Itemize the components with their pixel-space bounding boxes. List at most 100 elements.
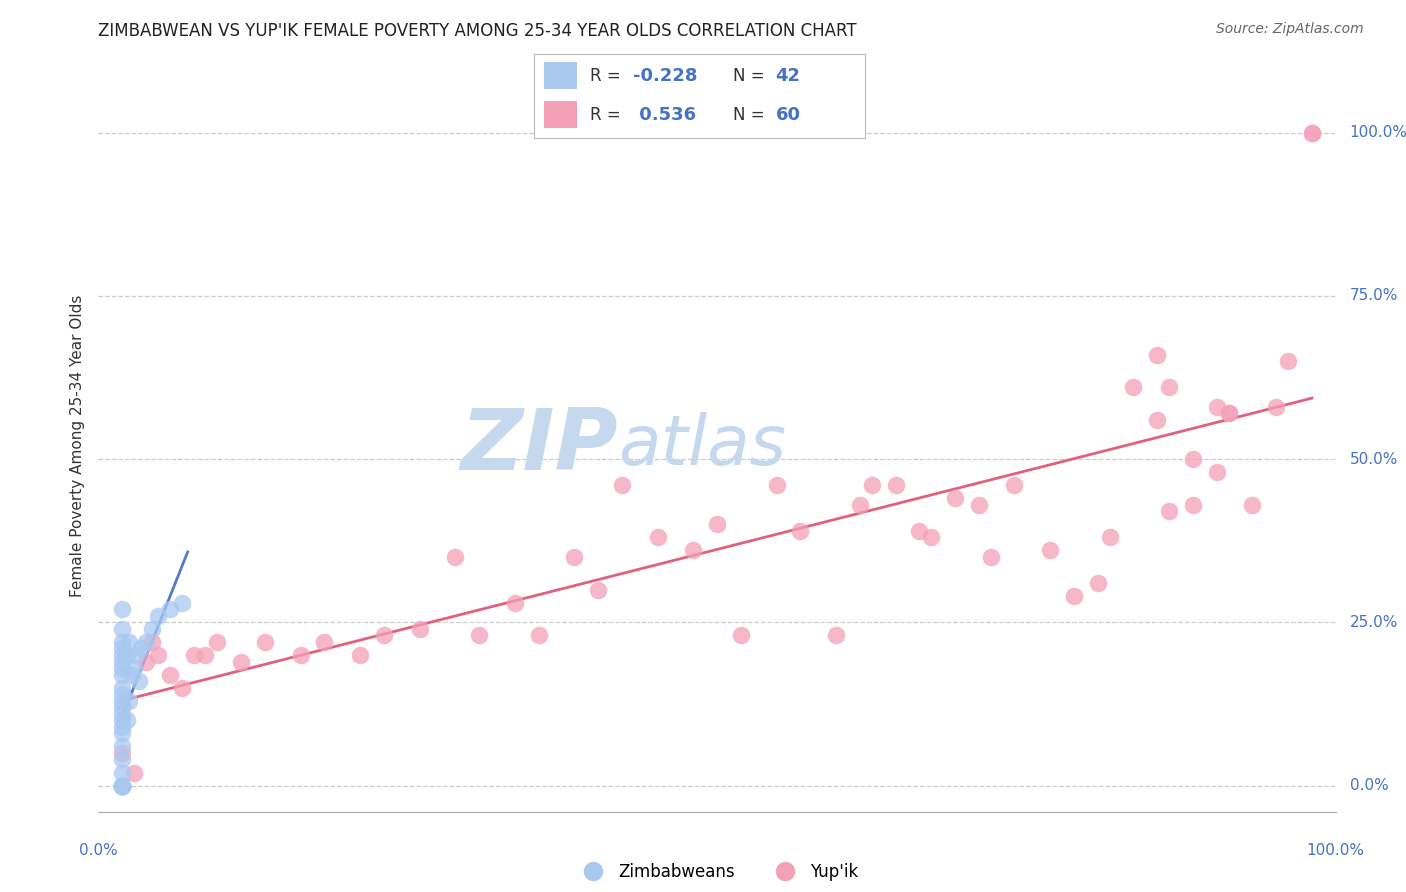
Point [135,655,157,669]
Point [111,779,134,793]
Point [111,752,134,766]
Point [586,582,609,597]
Point [111,622,134,636]
Point [146,608,169,623]
Point [170,681,193,695]
Text: 75.0%: 75.0% [1350,288,1398,303]
Point [1218,406,1240,420]
Point [115,714,138,728]
FancyBboxPatch shape [544,101,578,128]
Point [503,596,526,610]
Y-axis label: Female Poverty Among 25-34 Year Olds: Female Poverty Among 25-34 Year Olds [69,295,84,597]
Point [111,714,134,728]
Point [111,779,134,793]
Point [111,779,134,793]
Point [920,530,942,544]
Point [825,628,848,642]
Point [1159,380,1181,394]
Point [314,635,336,649]
Text: 0.0%: 0.0% [1350,778,1389,793]
Text: atlas: atlas [619,412,786,480]
Point [1122,380,1144,394]
Point [1146,348,1168,362]
Text: 50.0%: 50.0% [1350,451,1398,467]
Point [682,543,704,558]
Point [1218,406,1240,420]
Point [111,779,134,793]
Point [111,700,134,714]
Text: 60: 60 [776,105,800,123]
Text: N =: N = [733,105,769,123]
Point [111,687,134,701]
Point [125,648,148,662]
Point [647,530,669,544]
Point [1146,413,1168,427]
Point [706,517,728,532]
Point [111,681,134,695]
Text: 0.0%: 0.0% [79,843,118,858]
Text: 42: 42 [776,67,800,85]
Point [122,765,145,780]
Point [1063,589,1085,603]
Point [967,498,990,512]
Point [159,667,181,681]
Text: ZIMBABWEAN VS YUP'IK FEMALE POVERTY AMONG 25-34 YEAR OLDS CORRELATION CHART: ZIMBABWEAN VS YUP'IK FEMALE POVERTY AMON… [98,22,858,40]
Point [170,596,193,610]
Point [111,648,134,662]
Text: R =: R = [591,105,627,123]
Point [765,478,787,492]
Point [1004,478,1026,492]
Point [207,635,229,649]
Text: ZIP: ZIP [460,404,619,488]
Point [789,524,811,538]
Point [884,478,907,492]
Legend: Zimbabweans, Yup'ik: Zimbabweans, Yup'ik [569,856,865,888]
Point [159,602,181,616]
Point [146,648,169,662]
Point [111,779,134,793]
Text: N =: N = [733,67,769,85]
Point [111,720,134,734]
Text: -0.228: -0.228 [633,67,697,85]
Point [562,549,585,564]
Point [111,739,134,754]
Point [121,667,143,681]
Point [860,478,883,492]
Point [1205,400,1227,414]
Point [1277,354,1299,368]
Point [849,498,872,512]
Point [111,746,134,760]
Point [1087,576,1109,591]
Point [111,779,134,793]
Point [468,628,491,642]
Point [1265,400,1288,414]
Point [1098,530,1121,544]
Point [943,491,966,506]
Point [183,648,205,662]
FancyBboxPatch shape [544,62,578,89]
Point [111,655,134,669]
Point [141,622,163,636]
Point [231,655,253,669]
Point [408,622,430,636]
Point [128,674,150,689]
Point [444,549,467,564]
Text: Source: ZipAtlas.com: Source: ZipAtlas.com [1216,22,1364,37]
Point [253,635,276,649]
Point [111,602,134,616]
Point [1181,452,1204,467]
Point [111,779,134,793]
Point [1301,126,1323,140]
Point [111,706,134,721]
Point [1039,543,1062,558]
Point [610,478,633,492]
Text: 100.0%: 100.0% [1306,843,1365,858]
Point [1181,498,1204,512]
Point [111,765,134,780]
Point [118,635,141,649]
Point [111,779,134,793]
Point [135,635,157,649]
Point [111,694,134,708]
Point [115,648,138,662]
Point [1205,465,1227,479]
